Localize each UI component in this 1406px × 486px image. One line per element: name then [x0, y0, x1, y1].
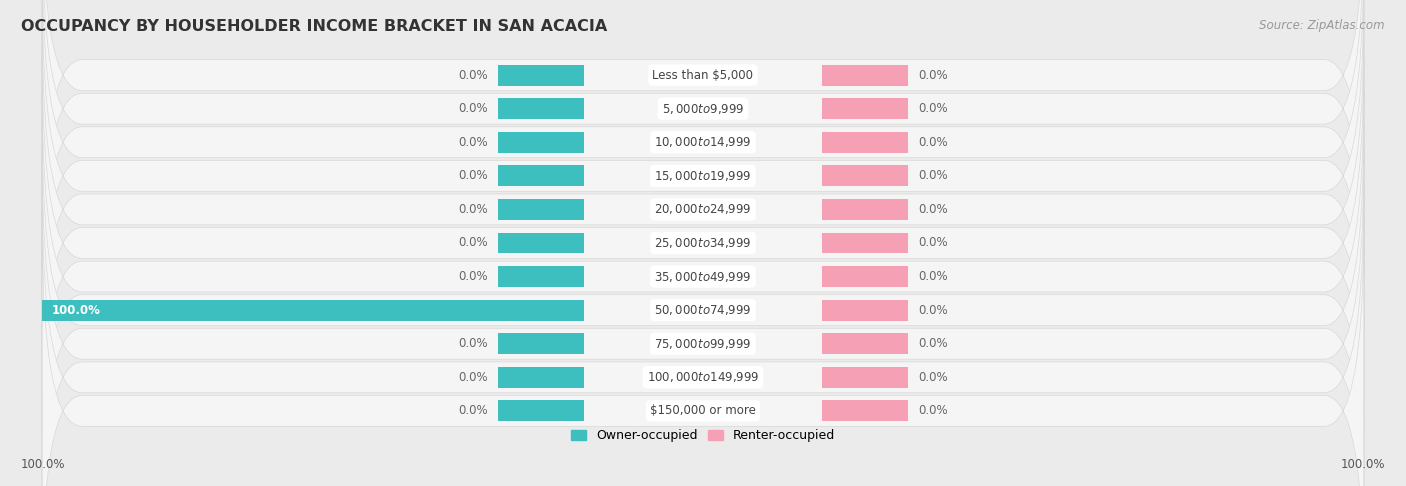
Bar	[498, 132, 583, 153]
Text: 0.0%: 0.0%	[918, 102, 948, 115]
FancyBboxPatch shape	[42, 191, 1364, 486]
Text: 0.0%: 0.0%	[458, 270, 488, 283]
FancyBboxPatch shape	[42, 90, 1364, 463]
Text: 0.0%: 0.0%	[918, 371, 948, 384]
Bar	[823, 132, 908, 153]
Bar	[823, 65, 908, 86]
Text: OCCUPANCY BY HOUSEHOLDER INCOME BRACKET IN SAN ACACIA: OCCUPANCY BY HOUSEHOLDER INCOME BRACKET …	[21, 19, 607, 35]
Text: $75,000 to $99,999: $75,000 to $99,999	[654, 337, 752, 351]
Text: 0.0%: 0.0%	[918, 270, 948, 283]
Bar	[498, 333, 583, 354]
Text: 0.0%: 0.0%	[458, 136, 488, 149]
Bar	[823, 367, 908, 388]
Text: 0.0%: 0.0%	[458, 203, 488, 216]
Text: 0.0%: 0.0%	[918, 404, 948, 417]
Bar	[823, 199, 908, 220]
FancyBboxPatch shape	[42, 158, 1364, 486]
FancyBboxPatch shape	[42, 225, 1364, 486]
Text: 0.0%: 0.0%	[918, 69, 948, 82]
Text: 0.0%: 0.0%	[918, 169, 948, 182]
Bar	[498, 367, 583, 388]
Bar	[498, 65, 583, 86]
Text: 0.0%: 0.0%	[918, 203, 948, 216]
Text: 0.0%: 0.0%	[458, 169, 488, 182]
Text: 0.0%: 0.0%	[458, 337, 488, 350]
Text: 100.0%: 100.0%	[1340, 458, 1385, 471]
Bar	[498, 165, 583, 186]
Bar	[823, 233, 908, 253]
FancyBboxPatch shape	[42, 124, 1364, 486]
Text: 0.0%: 0.0%	[918, 304, 948, 317]
Text: Less than $5,000: Less than $5,000	[652, 69, 754, 82]
Text: $35,000 to $49,999: $35,000 to $49,999	[654, 270, 752, 283]
Text: 100.0%: 100.0%	[52, 304, 101, 317]
Bar	[498, 400, 583, 421]
Text: 100.0%: 100.0%	[21, 458, 66, 471]
Text: 0.0%: 0.0%	[458, 404, 488, 417]
FancyBboxPatch shape	[42, 57, 1364, 429]
Bar	[823, 266, 908, 287]
FancyBboxPatch shape	[42, 0, 1364, 261]
Text: $5,000 to $9,999: $5,000 to $9,999	[662, 102, 744, 116]
FancyBboxPatch shape	[42, 0, 1364, 362]
Text: $20,000 to $24,999: $20,000 to $24,999	[654, 203, 752, 216]
Bar	[498, 98, 583, 119]
Text: 0.0%: 0.0%	[918, 237, 948, 249]
Bar	[498, 233, 583, 253]
Text: $100,000 to $149,999: $100,000 to $149,999	[647, 370, 759, 384]
Text: 0.0%: 0.0%	[918, 136, 948, 149]
FancyBboxPatch shape	[42, 0, 1364, 328]
Text: $25,000 to $34,999: $25,000 to $34,999	[654, 236, 752, 250]
Bar	[823, 333, 908, 354]
Text: 0.0%: 0.0%	[458, 102, 488, 115]
Bar	[498, 266, 583, 287]
Text: 0.0%: 0.0%	[458, 237, 488, 249]
Text: 0.0%: 0.0%	[458, 371, 488, 384]
Text: 0.0%: 0.0%	[458, 69, 488, 82]
Text: $50,000 to $74,999: $50,000 to $74,999	[654, 303, 752, 317]
Text: 0.0%: 0.0%	[918, 337, 948, 350]
Text: $15,000 to $19,999: $15,000 to $19,999	[654, 169, 752, 183]
Bar	[42, 300, 583, 321]
Legend: Owner-occupied, Renter-occupied: Owner-occupied, Renter-occupied	[567, 424, 839, 447]
FancyBboxPatch shape	[42, 0, 1364, 295]
Text: $10,000 to $14,999: $10,000 to $14,999	[654, 135, 752, 149]
Bar	[498, 199, 583, 220]
FancyBboxPatch shape	[42, 23, 1364, 396]
Bar	[823, 98, 908, 119]
Bar	[823, 300, 908, 321]
Bar	[823, 400, 908, 421]
Text: $150,000 or more: $150,000 or more	[650, 404, 756, 417]
Bar	[823, 165, 908, 186]
Text: Source: ZipAtlas.com: Source: ZipAtlas.com	[1260, 19, 1385, 33]
